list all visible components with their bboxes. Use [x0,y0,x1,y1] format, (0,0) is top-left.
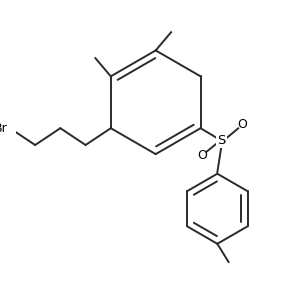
Text: O: O [197,149,207,162]
Text: S: S [218,134,226,147]
Text: Br: Br [0,122,8,135]
Text: O: O [238,118,247,131]
